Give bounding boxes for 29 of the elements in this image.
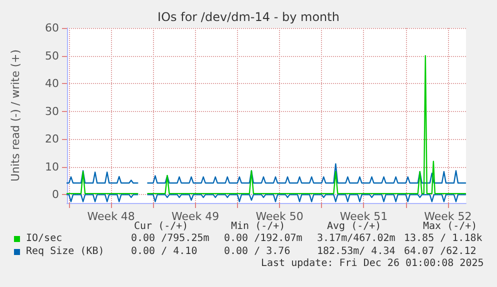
x-tick-label: Week 50 [256, 210, 304, 223]
x-tick-label: Week 48 [87, 210, 135, 223]
x-tick-label: Week 49 [172, 210, 220, 223]
y-axis-title: Units read (-) / write (+) [9, 49, 22, 182]
text: 0.00 / 4.10 [131, 246, 198, 258]
text: Max (-/+) [423, 221, 478, 233]
text: 3.17m/467.02m [317, 233, 396, 245]
y-tick-label: 40 [45, 77, 59, 90]
y-tick-label: 0 [52, 188, 59, 202]
text: 13.85 / 1.18k [404, 233, 482, 245]
legend-label: IO/sec [26, 233, 62, 245]
text: Cur (-/+) [134, 221, 188, 233]
text: Last update: Fri Dec 26 01:00:08 2025 [261, 258, 484, 270]
text: 0.00 / 3.76 [224, 246, 290, 258]
y-tick-label: 20 [45, 132, 59, 146]
legend-label: Req Size (KB) [26, 246, 104, 258]
x-tick-label: Week 52 [424, 210, 472, 223]
text: Avg (-/+) [327, 221, 382, 233]
text: 0.00 /192.07m [224, 233, 302, 245]
text: 64.07 /62.12 [404, 246, 476, 258]
y-tick-label: 50 [45, 49, 59, 62]
text: 182.53m/ 4.34 [317, 246, 396, 258]
x-tick-label: Week 51 [340, 210, 388, 223]
text: Min (-/+) [231, 221, 286, 233]
y-tick-label: 30 [45, 104, 59, 118]
text: 0.00 /795.25m [131, 233, 210, 245]
chart-title: IOs for /dev/dm-14 - by month [158, 10, 340, 24]
y-tick-label: 10 [45, 160, 59, 174]
y-tick-label: 60 [45, 22, 59, 34]
